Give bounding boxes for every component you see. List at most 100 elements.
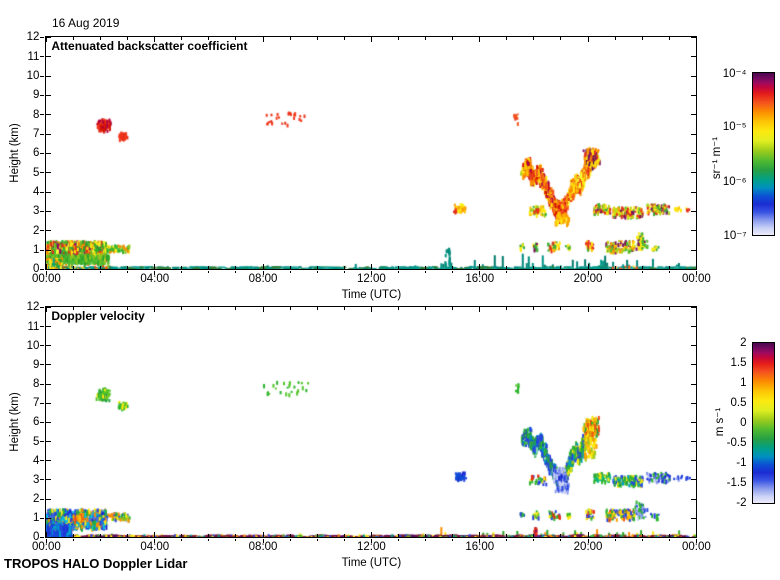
x-minor-tick-mark	[100, 539, 102, 542]
y-tick-mark	[46, 498, 52, 500]
x-tick-label: 04:00	[140, 273, 170, 286]
x-minor-tick-mark	[397, 534, 399, 538]
x-minor-tick-mark	[208, 266, 210, 270]
y-tick-mark	[691, 56, 697, 58]
x-minor-tick-mark	[614, 271, 616, 274]
backscatter-colorbar: 10⁻⁴ 10⁻⁵ 10⁻⁶ 10⁻⁷	[723, 68, 775, 242]
backscatter-panel-title: Attenuated backscatter coefficient	[51, 39, 248, 54]
x-tick-mark	[695, 37, 697, 43]
y-tick-mark	[46, 249, 52, 251]
x-tick-label: 08:00	[248, 273, 278, 286]
x-minor-tick-mark	[181, 307, 183, 311]
y-tick-label: 6	[32, 147, 40, 160]
y-tick-mark	[40, 172, 45, 174]
colorbar-tick-label: 10⁻⁵	[722, 121, 747, 134]
x-minor-tick-mark	[289, 271, 291, 274]
backscatter-y-axis-label: Height (km)	[9, 123, 22, 184]
y-tick-mark	[46, 114, 52, 116]
x-minor-tick-mark	[208, 271, 210, 274]
x-minor-tick-mark	[316, 534, 318, 538]
x-minor-tick-mark	[614, 539, 616, 542]
x-minor-tick-mark	[127, 307, 129, 311]
x-tick-mark	[262, 271, 264, 276]
y-tick-mark	[691, 75, 697, 77]
x-minor-tick-mark	[641, 307, 643, 311]
y-tick-label: 1	[32, 512, 40, 525]
x-minor-tick-mark	[560, 271, 562, 274]
x-tick-mark	[154, 37, 156, 43]
x-tick-mark	[262, 307, 264, 313]
x-minor-tick-mark	[668, 266, 670, 270]
y-tick-label: 5	[32, 435, 40, 448]
y-tick-mark	[40, 326, 45, 328]
y-tick-mark	[691, 517, 697, 519]
x-minor-tick-mark	[560, 307, 562, 311]
x-minor-tick-mark	[343, 307, 345, 311]
x-minor-tick-mark	[668, 37, 670, 41]
x-tick-mark	[154, 307, 156, 313]
y-tick-mark	[46, 56, 52, 58]
y-tick-mark	[40, 441, 45, 443]
x-minor-tick-mark	[127, 37, 129, 41]
x-tick-label: 04:00	[140, 541, 170, 554]
x-minor-tick-mark	[668, 539, 670, 542]
x-minor-tick-mark	[452, 307, 454, 311]
y-tick-mark	[46, 172, 52, 174]
x-minor-tick-mark	[343, 37, 345, 41]
colorbar-tick-label: -0.5	[726, 436, 747, 449]
x-minor-tick-mark	[343, 539, 345, 542]
y-tick-mark	[46, 536, 52, 538]
x-minor-tick-mark	[533, 307, 535, 311]
y-tick-label: 1	[32, 244, 40, 257]
x-minor-tick-mark	[235, 307, 237, 311]
y-tick-mark	[40, 383, 45, 385]
y-tick-mark	[46, 306, 52, 308]
colorbar-tick-label: 10⁻⁷	[723, 229, 747, 242]
x-minor-tick-mark	[397, 37, 399, 41]
y-tick-label: 4	[32, 454, 40, 467]
x-tick-mark	[370, 532, 372, 538]
x-tick-mark	[695, 539, 697, 544]
y-tick-mark	[691, 326, 697, 328]
x-minor-tick-mark	[641, 37, 643, 41]
y-tick-mark	[40, 421, 45, 423]
x-minor-tick-mark	[72, 307, 74, 311]
x-minor-tick-mark	[397, 307, 399, 311]
x-tick-label: 12:00	[357, 541, 386, 554]
x-minor-tick-mark	[100, 266, 102, 270]
y-tick-mark	[46, 152, 52, 154]
y-tick-label: 8	[32, 108, 40, 121]
y-tick-mark	[691, 36, 697, 38]
y-tick-mark	[691, 421, 697, 423]
y-tick-mark	[40, 191, 45, 193]
y-tick-mark	[40, 249, 45, 251]
x-tick-label: 08:00	[248, 541, 278, 554]
y-tick-label: 12	[26, 301, 40, 314]
y-tick-mark	[691, 441, 697, 443]
x-minor-tick-mark	[425, 539, 427, 542]
y-tick-mark	[46, 517, 52, 519]
x-tick-mark	[479, 271, 481, 276]
y-tick-mark	[46, 402, 52, 404]
y-tick-label: 9	[32, 89, 40, 102]
y-tick-label: 5	[32, 166, 40, 179]
doppler-panel: Doppler velocity Height (km) Time (UTC) …	[9, 301, 710, 569]
x-tick-label: 00:00	[32, 273, 61, 286]
x-minor-tick-mark	[208, 534, 210, 538]
x-minor-tick-mark	[533, 271, 535, 274]
y-tick-label: 11	[27, 320, 40, 333]
x-minor-tick-mark	[452, 37, 454, 41]
y-tick-mark	[40, 268, 45, 270]
y-tick-mark	[46, 364, 52, 366]
y-tick-label: 10	[26, 70, 40, 83]
x-minor-tick-mark	[533, 539, 535, 542]
y-tick-mark	[691, 306, 697, 308]
y-tick-mark	[40, 94, 45, 96]
x-minor-tick-mark	[506, 266, 508, 270]
x-minor-tick-mark	[452, 271, 454, 274]
x-minor-tick-mark	[316, 37, 318, 41]
y-tick-mark	[691, 268, 697, 270]
x-minor-tick-mark	[72, 37, 74, 41]
x-minor-tick-mark	[72, 539, 74, 542]
x-minor-tick-mark	[614, 266, 616, 270]
